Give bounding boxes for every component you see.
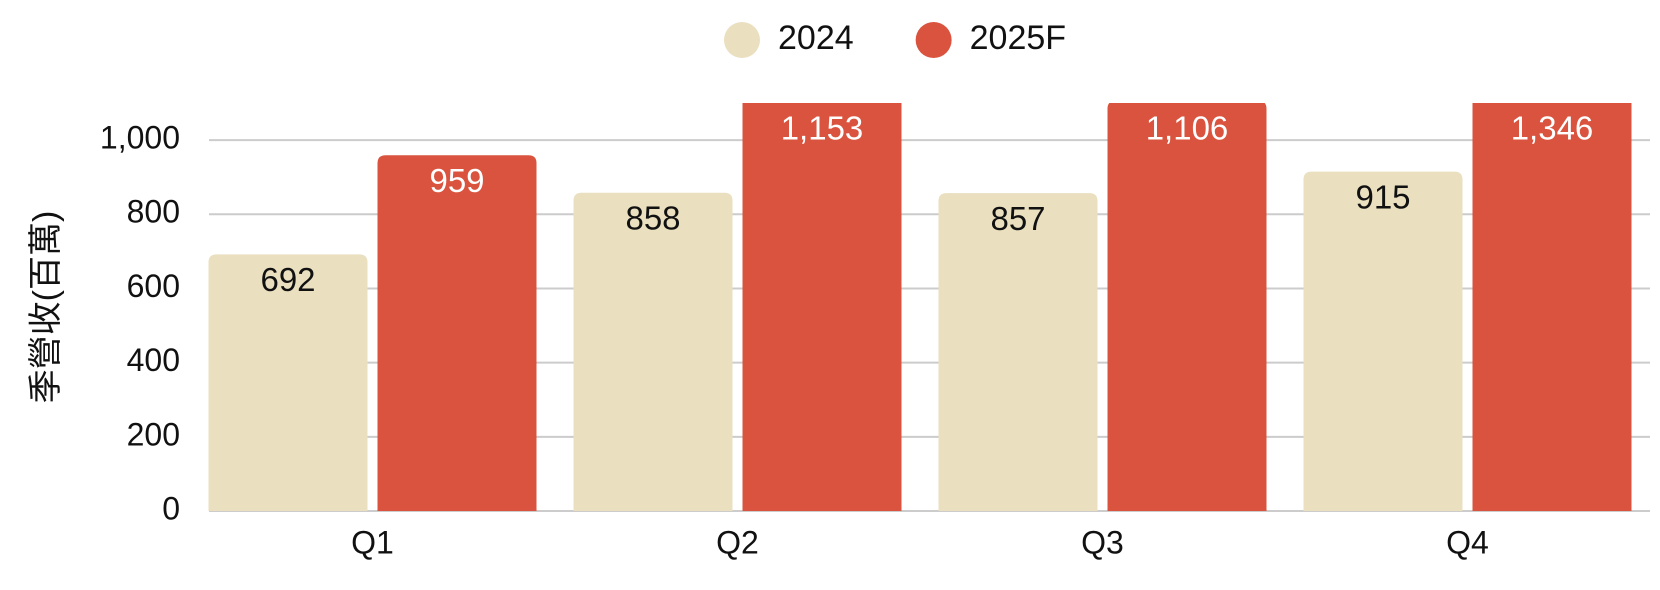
legend-swatch — [915, 22, 952, 58]
bar — [938, 193, 1098, 511]
plot-area — [208, 103, 1632, 512]
y-tick-label: 400 — [127, 342, 180, 378]
x-tick-label: Q1 — [351, 524, 394, 560]
value-label: 959 — [429, 162, 484, 199]
value-label: 1,153 — [781, 110, 864, 147]
value-label: 1,106 — [1146, 110, 1229, 147]
bar — [1472, 103, 1632, 511]
bar — [573, 192, 733, 511]
bar — [377, 155, 537, 511]
x-tick-label: Q4 — [1446, 524, 1489, 560]
legend-label: 2024 — [778, 19, 854, 57]
legend-label: 2025F — [970, 19, 1066, 57]
y-tick-label: 200 — [127, 416, 180, 452]
value-label: 692 — [260, 261, 315, 298]
value-label: 915 — [1355, 178, 1410, 215]
legend-swatch — [724, 22, 760, 58]
y-tick-label: 1,000 — [100, 120, 180, 156]
y-tick-label: 600 — [127, 268, 180, 304]
bar — [208, 254, 368, 511]
y-axis-label: 季營收(百萬) — [27, 211, 65, 404]
value-label: 858 — [625, 199, 680, 236]
bar — [742, 103, 902, 511]
legend: 2024 2025F — [724, 19, 1066, 58]
y-tick-label: 800 — [127, 194, 180, 230]
x-tick-label: Q2 — [716, 524, 759, 560]
x-tick-label: Q3 — [1081, 524, 1124, 560]
y-tick-label: 0 — [162, 490, 180, 526]
bar — [1303, 171, 1463, 512]
value-label: 857 — [990, 200, 1045, 237]
bar — [1107, 103, 1267, 511]
value-label: 1,346 — [1511, 110, 1594, 147]
